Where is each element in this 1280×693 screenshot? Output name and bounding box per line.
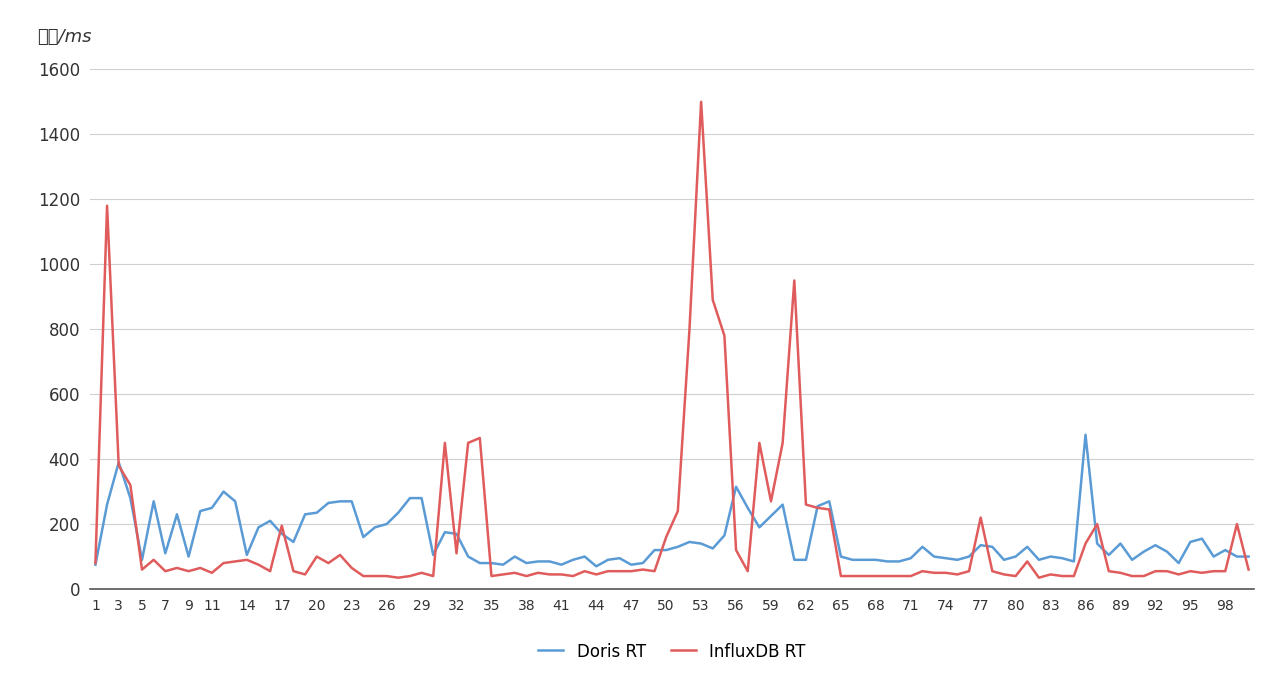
Text: 单位/ms: 单位/ms xyxy=(37,28,92,46)
InfluxDB RT xyxy=(694,98,709,106)
InfluxDB RT xyxy=(308,552,324,561)
InfluxDB RT xyxy=(705,296,721,304)
InfluxDB RT xyxy=(88,559,104,567)
Legend: Doris RT, InfluxDB RT: Doris RT, InfluxDB RT xyxy=(530,634,814,669)
Line: InfluxDB RT: InfluxDB RT xyxy=(96,102,1248,578)
Doris RT xyxy=(356,533,371,541)
Doris RT xyxy=(589,562,604,570)
InfluxDB RT xyxy=(1206,567,1221,575)
Doris RT xyxy=(308,509,324,517)
Line: Doris RT: Doris RT xyxy=(96,435,1248,566)
InfluxDB RT xyxy=(1240,565,1256,574)
Doris RT xyxy=(1206,552,1221,561)
InfluxDB RT xyxy=(799,500,814,509)
InfluxDB RT xyxy=(1171,570,1187,579)
Doris RT xyxy=(1078,430,1093,439)
Doris RT xyxy=(1171,559,1187,567)
Doris RT xyxy=(1240,552,1256,561)
InfluxDB RT xyxy=(356,572,371,580)
InfluxDB RT xyxy=(390,574,406,582)
Doris RT xyxy=(787,556,803,564)
Doris RT xyxy=(88,561,104,569)
Doris RT xyxy=(694,539,709,547)
